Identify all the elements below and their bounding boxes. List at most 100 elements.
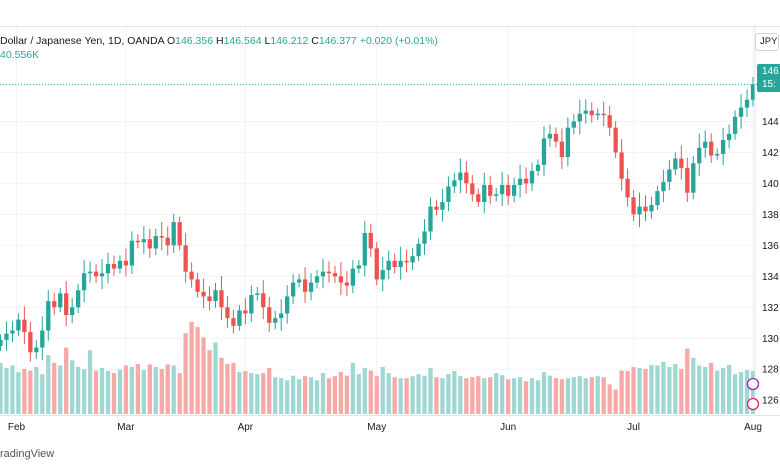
volume-bar bbox=[673, 363, 678, 414]
volume-bar bbox=[93, 370, 99, 414]
candle-body bbox=[58, 293, 63, 308]
volume-bar bbox=[464, 378, 469, 414]
volume-bar bbox=[655, 365, 660, 414]
price-tick-label: 136 bbox=[762, 241, 779, 252]
candle-body bbox=[541, 138, 547, 165]
volume-bar bbox=[189, 322, 194, 414]
volume-bar bbox=[643, 369, 648, 414]
volume-bar bbox=[111, 373, 117, 414]
price-chart[interactable]: 126 128 130 132 134 136 138 140 142 144 Feb Mar Apr… bbox=[0, 26, 780, 444]
candle-body bbox=[529, 171, 535, 184]
volume-bar bbox=[458, 376, 463, 414]
candle-body bbox=[105, 263, 111, 274]
chart-frame bbox=[0, 26, 780, 416]
candle-body bbox=[458, 172, 463, 181]
volume-bar bbox=[350, 362, 356, 414]
candle-body bbox=[595, 113, 600, 116]
last-price-tag: 146 15: bbox=[757, 64, 780, 92]
candle-body bbox=[589, 110, 594, 116]
price-tick-label: 140 bbox=[762, 179, 779, 190]
volume-bar bbox=[314, 380, 320, 414]
candle-body bbox=[338, 276, 344, 283]
price-tick-label: 134 bbox=[762, 272, 779, 283]
volume-bar bbox=[285, 380, 290, 414]
volume-bar bbox=[4, 368, 9, 414]
volume-bar bbox=[249, 373, 254, 414]
high-value: 146.564 bbox=[223, 35, 262, 47]
candle-body bbox=[565, 127, 571, 158]
candle-body bbox=[249, 294, 254, 314]
candle-body bbox=[553, 133, 559, 142]
candle-body bbox=[201, 291, 206, 297]
volume-bar bbox=[637, 368, 642, 414]
candle-body bbox=[87, 271, 93, 274]
volume-bar bbox=[488, 377, 493, 414]
volume-bar bbox=[726, 364, 732, 414]
candle-body bbox=[517, 178, 523, 185]
candle-body bbox=[153, 236, 158, 249]
candle-body bbox=[129, 240, 135, 266]
candle-body bbox=[261, 293, 266, 308]
symbol-title[interactable]: Dollar / Japanese Yen, 1D, OANDA bbox=[0, 35, 165, 47]
candle-body bbox=[0, 339, 3, 347]
candle-body bbox=[547, 133, 553, 139]
volume-bar bbox=[362, 368, 367, 414]
volume-bar bbox=[661, 361, 666, 414]
last-price-value: 146 bbox=[762, 66, 779, 77]
candle-body bbox=[320, 271, 326, 277]
candle-body bbox=[28, 332, 33, 353]
volume-bar bbox=[213, 342, 218, 414]
candle-body bbox=[123, 260, 129, 266]
volume-bar bbox=[231, 362, 236, 414]
volume-bar bbox=[10, 365, 15, 414]
volume-bar bbox=[87, 350, 93, 414]
time-tick-label: Jun bbox=[500, 422, 516, 433]
volume-bar bbox=[81, 369, 87, 414]
volume-bar bbox=[380, 366, 385, 414]
candle-body bbox=[691, 163, 696, 193]
candle-body bbox=[613, 127, 618, 153]
candle-body bbox=[720, 140, 726, 154]
volume-bar bbox=[697, 365, 702, 414]
volume-bar bbox=[153, 366, 158, 414]
volume-bar bbox=[16, 372, 21, 414]
candle-body bbox=[165, 237, 170, 246]
price-axis: 126 128 130 132 134 136 138 140 142 144 bbox=[754, 27, 779, 415]
candle-body bbox=[601, 113, 606, 116]
chart-grid bbox=[0, 27, 755, 415]
candle-body bbox=[750, 84, 756, 100]
candle-body bbox=[231, 318, 236, 326]
candle-body bbox=[189, 271, 194, 280]
volume-bar bbox=[159, 369, 164, 414]
event-icons bbox=[746, 377, 760, 411]
volume-bar bbox=[273, 377, 278, 414]
footer-brand[interactable]: radingView bbox=[0, 448, 55, 460]
volume-bar bbox=[440, 378, 445, 414]
volume-bar bbox=[261, 373, 266, 414]
candle-body bbox=[267, 307, 272, 323]
candle-body bbox=[440, 201, 445, 210]
candle-body bbox=[488, 184, 493, 196]
candle-body bbox=[171, 222, 176, 246]
price-tick-label: 132 bbox=[762, 303, 779, 314]
candle-body bbox=[571, 121, 576, 128]
volume-bar bbox=[40, 374, 45, 414]
event-icon-dividend bbox=[746, 397, 760, 411]
high-label: H bbox=[216, 35, 224, 47]
candle-body bbox=[213, 290, 218, 302]
candle-body bbox=[273, 318, 278, 323]
candle-body bbox=[404, 260, 409, 263]
candle-body bbox=[135, 240, 141, 243]
candle-body bbox=[673, 158, 678, 170]
volume-bar bbox=[583, 378, 588, 414]
candle-body bbox=[482, 184, 487, 202]
candle-body bbox=[22, 319, 27, 333]
candle-body bbox=[46, 301, 51, 331]
currency-button[interactable]: JPY bbox=[755, 33, 779, 51]
volume-bar bbox=[64, 347, 69, 414]
candle-body bbox=[476, 194, 481, 202]
volume-bar bbox=[344, 375, 350, 414]
low-label: L bbox=[264, 35, 271, 47]
candle-body bbox=[726, 133, 732, 141]
candle-body bbox=[607, 115, 612, 128]
